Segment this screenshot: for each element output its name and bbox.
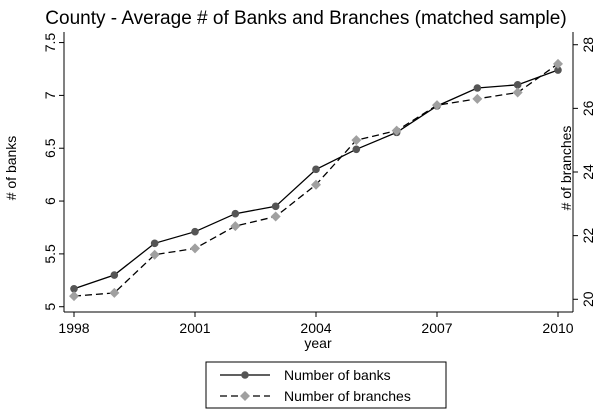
y-right-tick-label: 24 xyxy=(580,164,596,180)
series-2-point xyxy=(311,179,321,190)
series-2-point xyxy=(512,87,523,98)
x-tick-label: 2010 xyxy=(542,320,573,336)
legend-marker-2 xyxy=(240,391,250,401)
y-left-tick-label: 7.5 xyxy=(42,33,58,53)
legend-label-2: Number of branches xyxy=(284,388,411,404)
series-1-point xyxy=(352,145,361,154)
series-1-point xyxy=(70,284,78,293)
x-tick-label: 2007 xyxy=(421,320,452,336)
series-2-point xyxy=(270,211,281,222)
series-2-point xyxy=(230,221,241,232)
y-left-tick-label: 5.5 xyxy=(42,244,58,264)
series-1-point xyxy=(271,202,280,211)
y-right-tick-label: 20 xyxy=(580,291,596,307)
series-2-point xyxy=(69,291,79,302)
y-left-tick-label: 6 xyxy=(42,197,58,205)
series-1-point xyxy=(191,227,199,236)
y-right-tick-label: 26 xyxy=(580,100,596,116)
y-right-tick-label: 22 xyxy=(580,228,596,244)
legend: Number of banks Number of branches xyxy=(205,361,447,409)
series-1-point xyxy=(150,239,159,248)
series-line-1 xyxy=(73,69,559,290)
series-2-point xyxy=(472,93,483,104)
x-tick-label: 1998 xyxy=(58,320,89,336)
series-1-point xyxy=(312,165,320,174)
x-tick-label: 2001 xyxy=(179,320,210,336)
series-1-point xyxy=(473,84,482,92)
y-left-tick-label: 6.5 xyxy=(42,138,58,158)
series-2-point xyxy=(109,287,120,298)
legend-box xyxy=(205,361,447,409)
legend-marker-1 xyxy=(241,371,249,379)
legend-label-1: Number of banks xyxy=(284,367,391,383)
y-right-tick-label: 28 xyxy=(580,37,596,53)
chart-title: County - Average # of Banks and Branches… xyxy=(45,8,566,29)
x-axis-title: year xyxy=(304,335,332,351)
series-1-point xyxy=(231,209,240,218)
y-left-tick-label: 7 xyxy=(42,91,58,99)
series-1-point xyxy=(554,66,562,74)
series-2-point xyxy=(351,135,362,146)
series-2-point xyxy=(391,125,402,136)
series-2-point xyxy=(553,58,563,69)
series-2-point xyxy=(190,243,200,254)
axes: 5 5.5 6 6.5 7 7.5 20 22 24 26 28 1998 2001 2004 2007 20… xyxy=(42,32,596,336)
series-2-point xyxy=(432,100,442,111)
plot-area xyxy=(69,58,563,302)
y-axis-title-right: # of branches xyxy=(558,126,574,211)
series-1-point xyxy=(513,81,522,89)
series-1-point xyxy=(110,271,119,279)
y-axis-title-left: # of banks xyxy=(3,136,19,201)
x-tick-label: 2004 xyxy=(300,320,331,336)
y-left-tick-label: 5 xyxy=(42,303,58,311)
series-2-point xyxy=(149,249,160,260)
